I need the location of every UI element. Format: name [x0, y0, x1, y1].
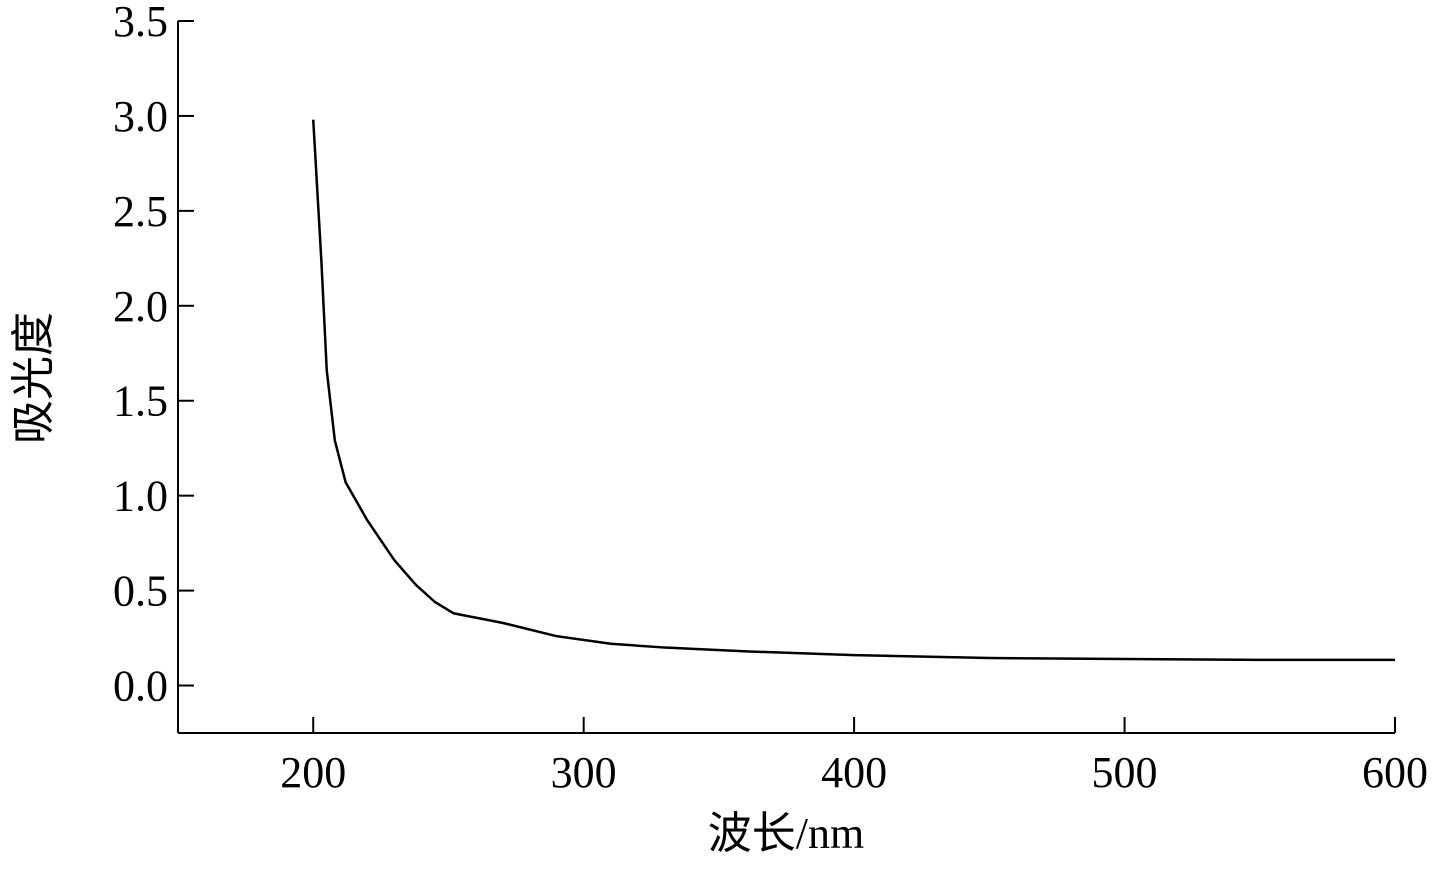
y-axis-label: 吸光度	[9, 312, 58, 444]
x-tick-label: 500	[1092, 748, 1158, 797]
y-tick-label: 0.5	[113, 567, 168, 616]
x-tick-label: 600	[1362, 748, 1428, 797]
y-tick-label: 1.5	[113, 377, 168, 426]
x-tick-label: 200	[280, 748, 346, 797]
y-tick-label: 3.5	[113, 0, 168, 46]
x-tick-label: 400	[821, 748, 887, 797]
y-tick-label: 3.0	[113, 92, 168, 141]
data-line	[311, 119, 1395, 662]
y-tick-label: 2.0	[113, 282, 168, 331]
x-tick-label: 300	[551, 748, 617, 797]
y-tick-label: 1.0	[113, 472, 168, 521]
y-tick-label: 0.0	[113, 662, 168, 711]
x-axis-label: 波长/nm	[708, 809, 864, 858]
y-tick-label: 2.5	[113, 187, 168, 236]
